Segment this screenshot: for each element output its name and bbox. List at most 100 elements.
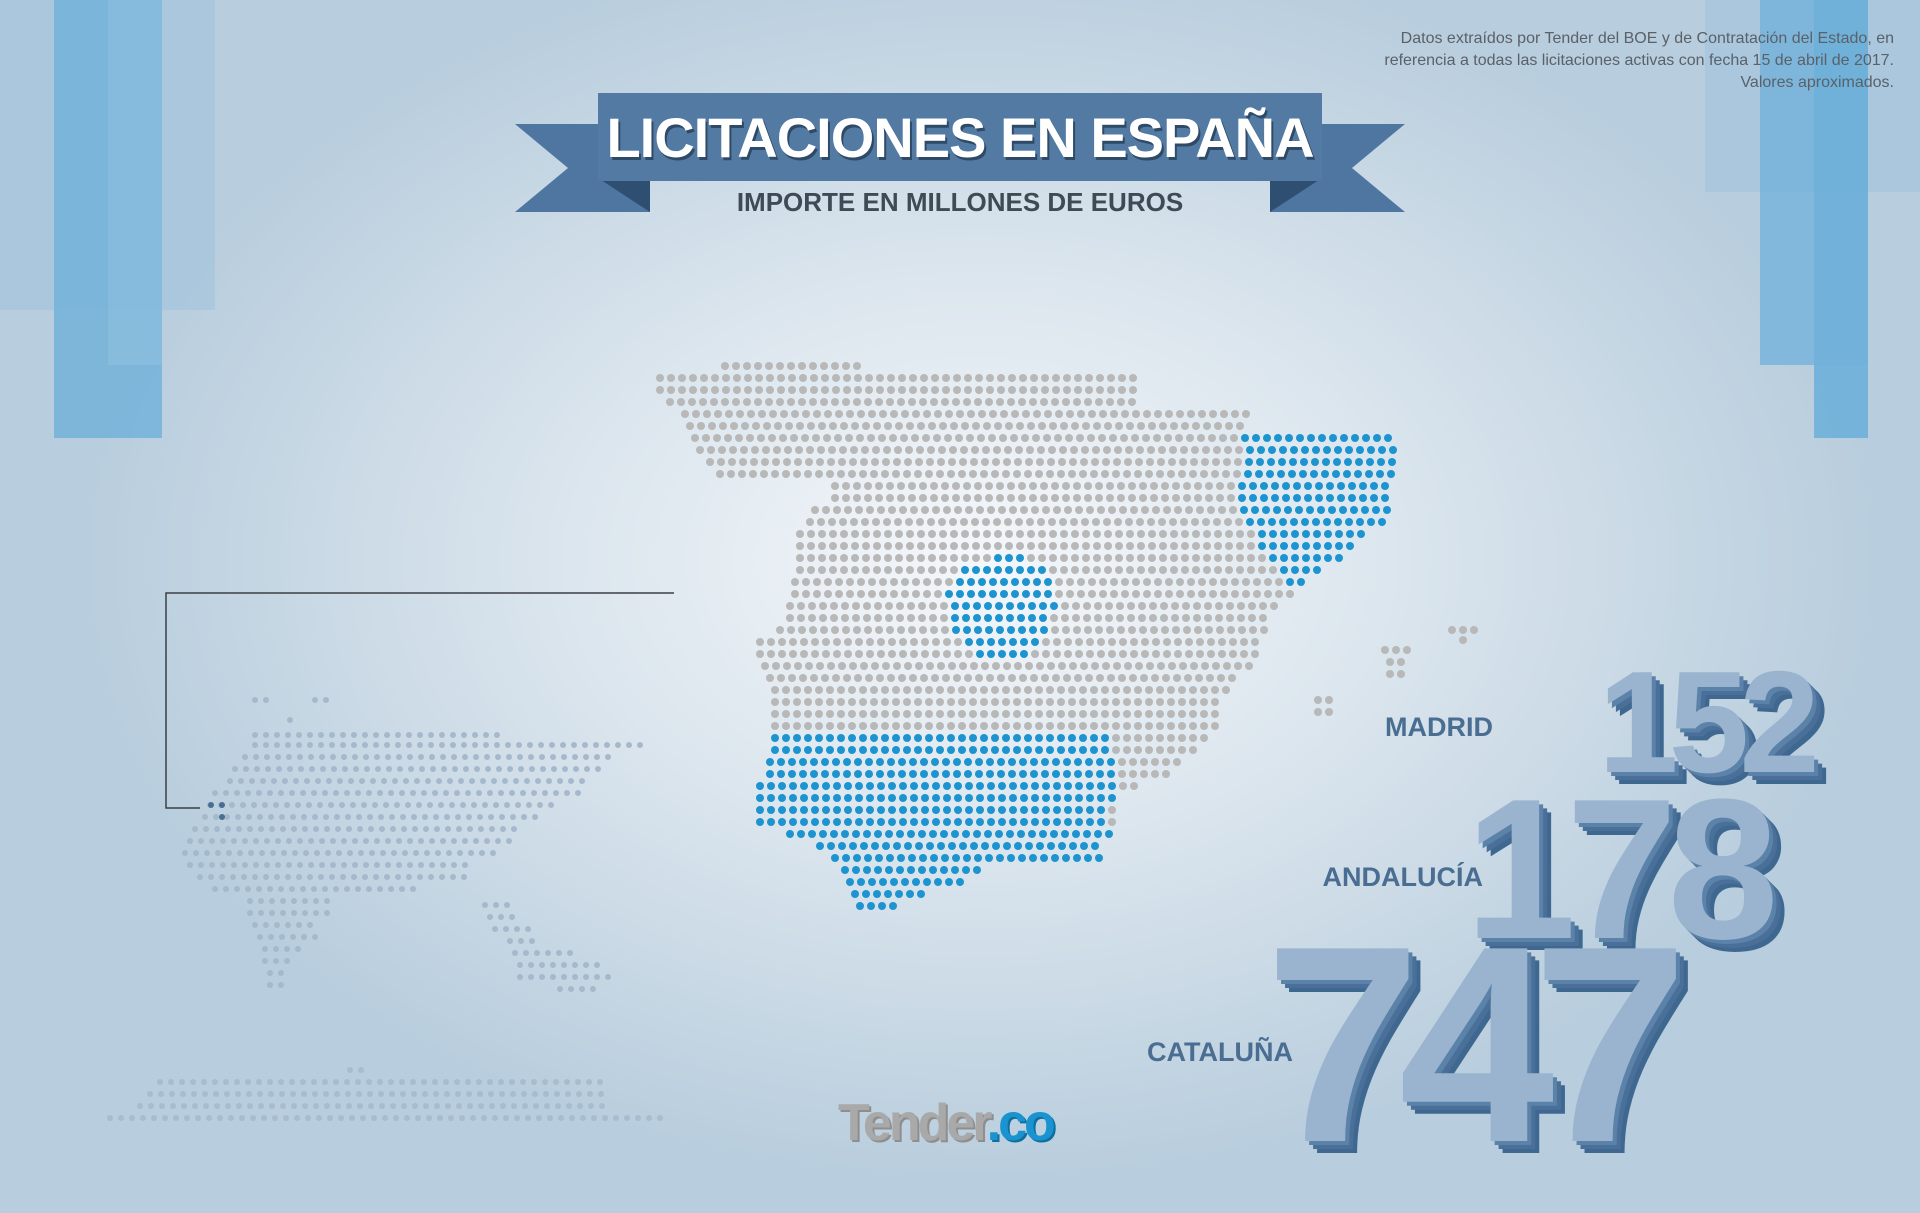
map-dot-highlight	[987, 650, 995, 658]
map-dot-highlight	[1383, 506, 1391, 514]
world-map-dot	[507, 938, 513, 944]
world-map-dot	[363, 838, 369, 844]
world-map-dot	[482, 902, 488, 908]
map-dot	[677, 398, 685, 406]
world-map-dot	[267, 982, 273, 988]
map-dot	[787, 398, 795, 406]
map-dot	[832, 386, 840, 394]
world-map-dot	[511, 1103, 517, 1109]
map-dot-highlight	[1007, 626, 1015, 634]
map-dot-highlight	[984, 602, 992, 610]
world-map-dot	[373, 874, 379, 880]
map-dot	[861, 446, 869, 454]
map-dot-highlight	[936, 734, 944, 742]
map-dot	[939, 542, 947, 550]
world-map-dot	[498, 790, 504, 796]
map-dot	[806, 446, 814, 454]
map-dot	[1236, 542, 1244, 550]
map-dot	[862, 566, 870, 574]
map-dot	[805, 458, 813, 466]
map-dot-highlight	[934, 878, 942, 886]
world-map-dot	[374, 862, 380, 868]
map-dot	[930, 482, 938, 490]
map-dot-highlight	[1005, 554, 1013, 562]
world-map-dot	[399, 886, 405, 892]
world-map-dot	[580, 1115, 586, 1121]
map-dot-highlight	[1378, 518, 1386, 526]
map-dot	[859, 698, 867, 706]
world-map-dot	[553, 790, 559, 796]
world-map-dot	[275, 862, 281, 868]
map-dot	[1093, 422, 1101, 430]
world-map-dot	[207, 802, 213, 808]
map-dot	[1258, 566, 1266, 574]
map-dot	[1048, 446, 1056, 454]
map-dot	[1013, 686, 1021, 694]
map-dot-highlight	[1029, 626, 1037, 634]
map-dot-highlight	[1345, 518, 1353, 526]
map-dot	[1074, 374, 1082, 382]
world-map-dot	[490, 850, 496, 856]
map-dot	[1027, 554, 1035, 562]
map-dot-highlight	[1011, 590, 1019, 598]
map-dot	[1203, 422, 1211, 430]
map-dot	[953, 374, 961, 382]
map-dot	[1051, 482, 1059, 490]
world-map-dot	[525, 1115, 531, 1121]
map-dot	[1068, 686, 1076, 694]
world-map-dot	[390, 826, 396, 832]
map-dot	[820, 398, 828, 406]
map-dot	[807, 422, 815, 430]
map-dot-highlight	[1249, 482, 1257, 490]
world-map-dot	[466, 814, 472, 820]
map-dot-highlight	[756, 782, 764, 790]
map-dot-highlight	[1020, 782, 1028, 790]
island-dot	[1392, 646, 1400, 654]
map-dot	[975, 374, 983, 382]
map-dot	[840, 566, 848, 574]
map-dot	[1209, 590, 1217, 598]
world-map-dot	[195, 1115, 201, 1121]
map-dot	[1222, 686, 1230, 694]
world-map-dot	[429, 838, 435, 844]
world-map-dot	[375, 766, 381, 772]
world-map-dot	[462, 754, 468, 760]
world-map-dot	[286, 838, 292, 844]
map-dot	[831, 398, 839, 406]
map-dot-highlight	[1107, 758, 1115, 766]
map-dot	[993, 446, 1001, 454]
map-dot-highlight	[981, 842, 989, 850]
map-dot	[939, 566, 947, 574]
map-dot	[1072, 602, 1080, 610]
map-dot	[1107, 386, 1115, 394]
map-dot	[829, 554, 837, 562]
map-dot-highlight	[1013, 746, 1021, 754]
world-map-dot	[462, 862, 468, 868]
world-map-dot	[511, 826, 517, 832]
map-dot-highlight	[1291, 554, 1299, 562]
map-dot-highlight	[1295, 506, 1303, 514]
map-dot	[1031, 650, 1039, 658]
map-dot-highlight	[962, 866, 970, 874]
world-map-dot	[366, 790, 372, 796]
map-dot	[1123, 710, 1131, 718]
map-dot-highlight	[1269, 530, 1277, 538]
map-dot-highlight	[1050, 830, 1058, 838]
map-dot	[1130, 650, 1138, 658]
map-dot-highlight	[1304, 482, 1312, 490]
world-map-dot	[198, 862, 204, 868]
map-dot-highlight	[1359, 494, 1367, 502]
map-dot-highlight	[1028, 830, 1036, 838]
map-dot	[1152, 650, 1160, 658]
map-dot	[1127, 614, 1135, 622]
world-map-dot	[384, 874, 390, 880]
map-dot	[732, 398, 740, 406]
map-dot	[1129, 674, 1137, 682]
map-dot	[936, 722, 944, 730]
map-dot	[830, 614, 838, 622]
map-dot	[991, 710, 999, 718]
map-dot	[1103, 518, 1111, 526]
map-dot	[1169, 446, 1177, 454]
map-dot	[970, 458, 978, 466]
world-map-dot	[335, 1103, 341, 1109]
